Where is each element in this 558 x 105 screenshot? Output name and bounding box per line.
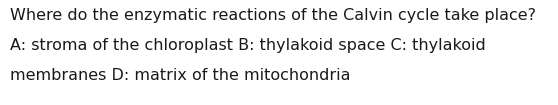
Text: A: stroma of the chloroplast B: thylakoid space C: thylakoid: A: stroma of the chloroplast B: thylakoi… — [10, 38, 486, 53]
Text: Where do the enzymatic reactions of the Calvin cycle take place?: Where do the enzymatic reactions of the … — [10, 8, 536, 23]
Text: membranes D: matrix of the mitochondria: membranes D: matrix of the mitochondria — [10, 68, 350, 83]
